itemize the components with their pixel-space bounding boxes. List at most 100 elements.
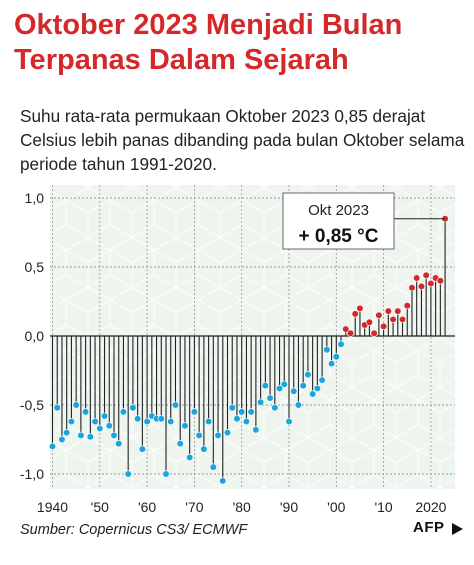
source-note: Sumber: Copernicus CS3/ ECMWF <box>20 522 248 538</box>
title-line-2: Terpanas Dalam Sejarah <box>14 44 349 76</box>
annotation-value-unit: °C <box>357 226 379 247</box>
annotation-value: + 0,85 °C <box>299 226 379 247</box>
data-point <box>266 394 274 402</box>
annotation-label: Okt 2023 <box>308 202 369 219</box>
data-point <box>129 404 137 412</box>
data-point <box>105 422 113 430</box>
data-point <box>351 310 359 318</box>
annotation-box <box>282 192 395 250</box>
x-tick-label: '90 <box>280 499 298 515</box>
data-point <box>280 380 288 388</box>
data-point <box>91 417 99 426</box>
data-point <box>370 329 378 337</box>
data-point <box>58 435 66 444</box>
y-tick-label: 0,0 <box>25 328 45 344</box>
afp-logo: AFP <box>413 519 445 536</box>
data-point <box>313 384 321 393</box>
afp-logo-arrow-icon <box>452 523 463 535</box>
data-point <box>204 417 213 426</box>
data-point <box>138 445 146 453</box>
x-tick-label: '00 <box>327 499 345 515</box>
data-point <box>53 404 61 412</box>
data-point <box>318 376 326 384</box>
x-tick-label: '50 <box>91 499 109 515</box>
data-point <box>214 431 222 439</box>
data-point <box>143 417 151 426</box>
data-point <box>304 371 312 379</box>
data-point <box>323 346 331 354</box>
data-point <box>171 401 180 409</box>
data-point <box>209 463 217 471</box>
data-point <box>436 277 444 285</box>
data-point <box>337 340 345 348</box>
x-tick-label: 1940 <box>37 499 68 515</box>
data-point <box>110 431 118 439</box>
y-tick-label: -1,0 <box>20 466 44 482</box>
data-point <box>413 274 421 282</box>
data-point <box>233 415 241 423</box>
data-point <box>261 382 269 390</box>
data-point <box>394 307 402 315</box>
data-point <box>384 307 392 315</box>
x-tick-label: '80 <box>233 499 251 515</box>
data-point <box>82 408 90 416</box>
data-point <box>299 382 307 390</box>
data-point <box>403 302 411 310</box>
data-point <box>190 408 198 416</box>
data-point <box>48 442 57 451</box>
data-point <box>134 415 142 423</box>
annotation-value-number: + 0,85 <box>299 226 358 247</box>
data-point <box>238 408 246 416</box>
data-point <box>290 387 298 395</box>
data-point <box>119 408 128 416</box>
data-point <box>100 412 109 420</box>
data-point <box>228 404 236 412</box>
y-tick-label: -0,5 <box>20 397 44 413</box>
data-point <box>200 445 208 453</box>
data-point <box>398 315 407 324</box>
data-point <box>242 417 251 426</box>
data-point <box>275 384 284 393</box>
data-point <box>356 304 364 313</box>
data-point <box>157 415 165 423</box>
data-point <box>342 325 350 333</box>
x-tick-label: '60 <box>138 499 156 515</box>
data-point <box>294 401 303 409</box>
chart-subtitle: Suhu rata-rata permukaan Oktober 2023 0,… <box>20 106 465 174</box>
data-point <box>63 429 71 437</box>
data-point <box>365 318 374 326</box>
x-tick-label: '10 <box>374 499 392 515</box>
data-point <box>427 279 435 288</box>
data-point <box>309 390 317 398</box>
data-point <box>332 353 340 361</box>
data-point <box>219 477 227 485</box>
data-point <box>380 322 388 330</box>
data-point <box>162 470 170 478</box>
data-point <box>67 417 76 426</box>
data-point <box>167 417 175 426</box>
data-point <box>223 429 232 437</box>
data-point <box>115 440 123 448</box>
x-tick-label: '70 <box>185 499 203 515</box>
data-point <box>257 398 265 406</box>
data-point <box>285 417 293 426</box>
data-point <box>96 424 104 433</box>
data-point <box>72 401 80 409</box>
data-point <box>77 431 85 439</box>
data-point <box>389 315 397 324</box>
data-point <box>346 329 355 337</box>
y-tick-label: 1,0 <box>25 190 45 206</box>
x-tick-label: 2020 <box>415 499 446 515</box>
data-point <box>422 271 430 279</box>
data-point <box>271 404 279 412</box>
data-point <box>186 453 194 462</box>
data-point <box>181 422 189 430</box>
chart-title: Oktober 2023 Menjadi Bulan Terpanas Dala… <box>14 8 464 78</box>
data-point <box>124 470 132 478</box>
data-point <box>86 433 94 441</box>
y-tick-label: 0,5 <box>25 259 45 275</box>
data-point <box>417 282 426 290</box>
title-line-1: Oktober 2023 Menjadi Bulan <box>14 9 403 41</box>
data-point <box>252 426 260 434</box>
